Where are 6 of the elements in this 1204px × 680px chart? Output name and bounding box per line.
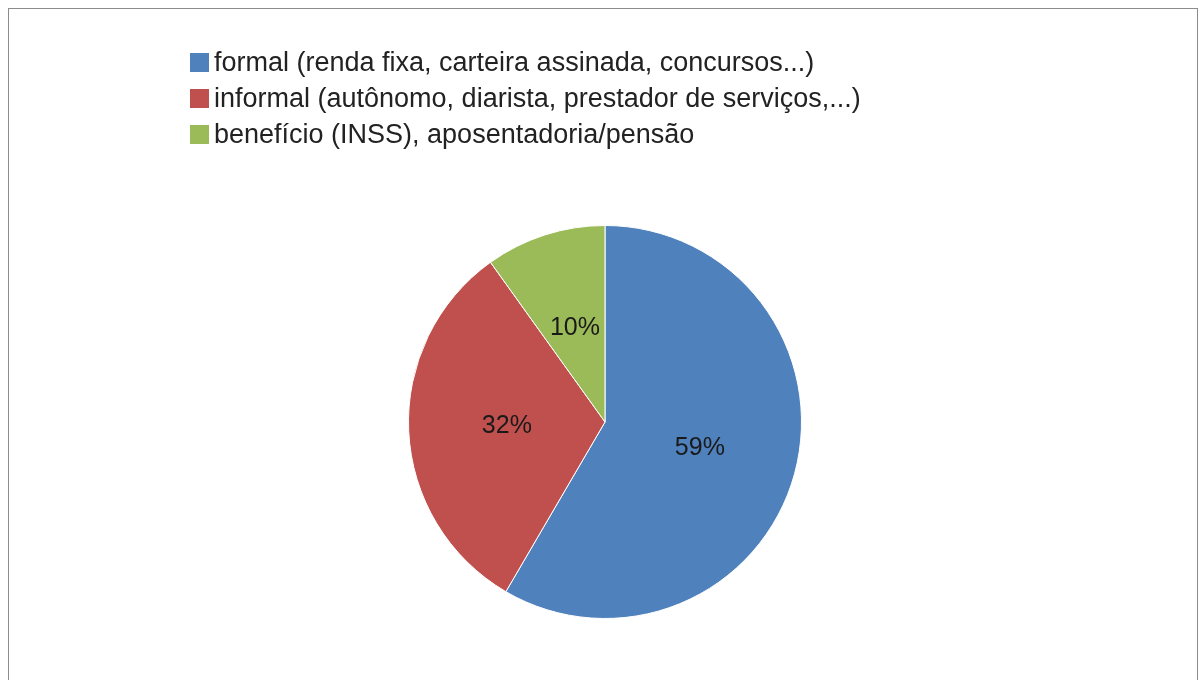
data-label: 10% [549, 312, 600, 341]
data-label: 32% [481, 410, 532, 439]
legend-label: benefício (INSS), aposentadoria/pensão [214, 118, 695, 151]
legend-label: formal (renda fixa, carteira assinada, concursos...) [214, 46, 815, 79]
legend-label: informal (autônomo, diarista, prestador de serviços,...) [214, 82, 861, 115]
data-label: 59% [674, 431, 725, 460]
